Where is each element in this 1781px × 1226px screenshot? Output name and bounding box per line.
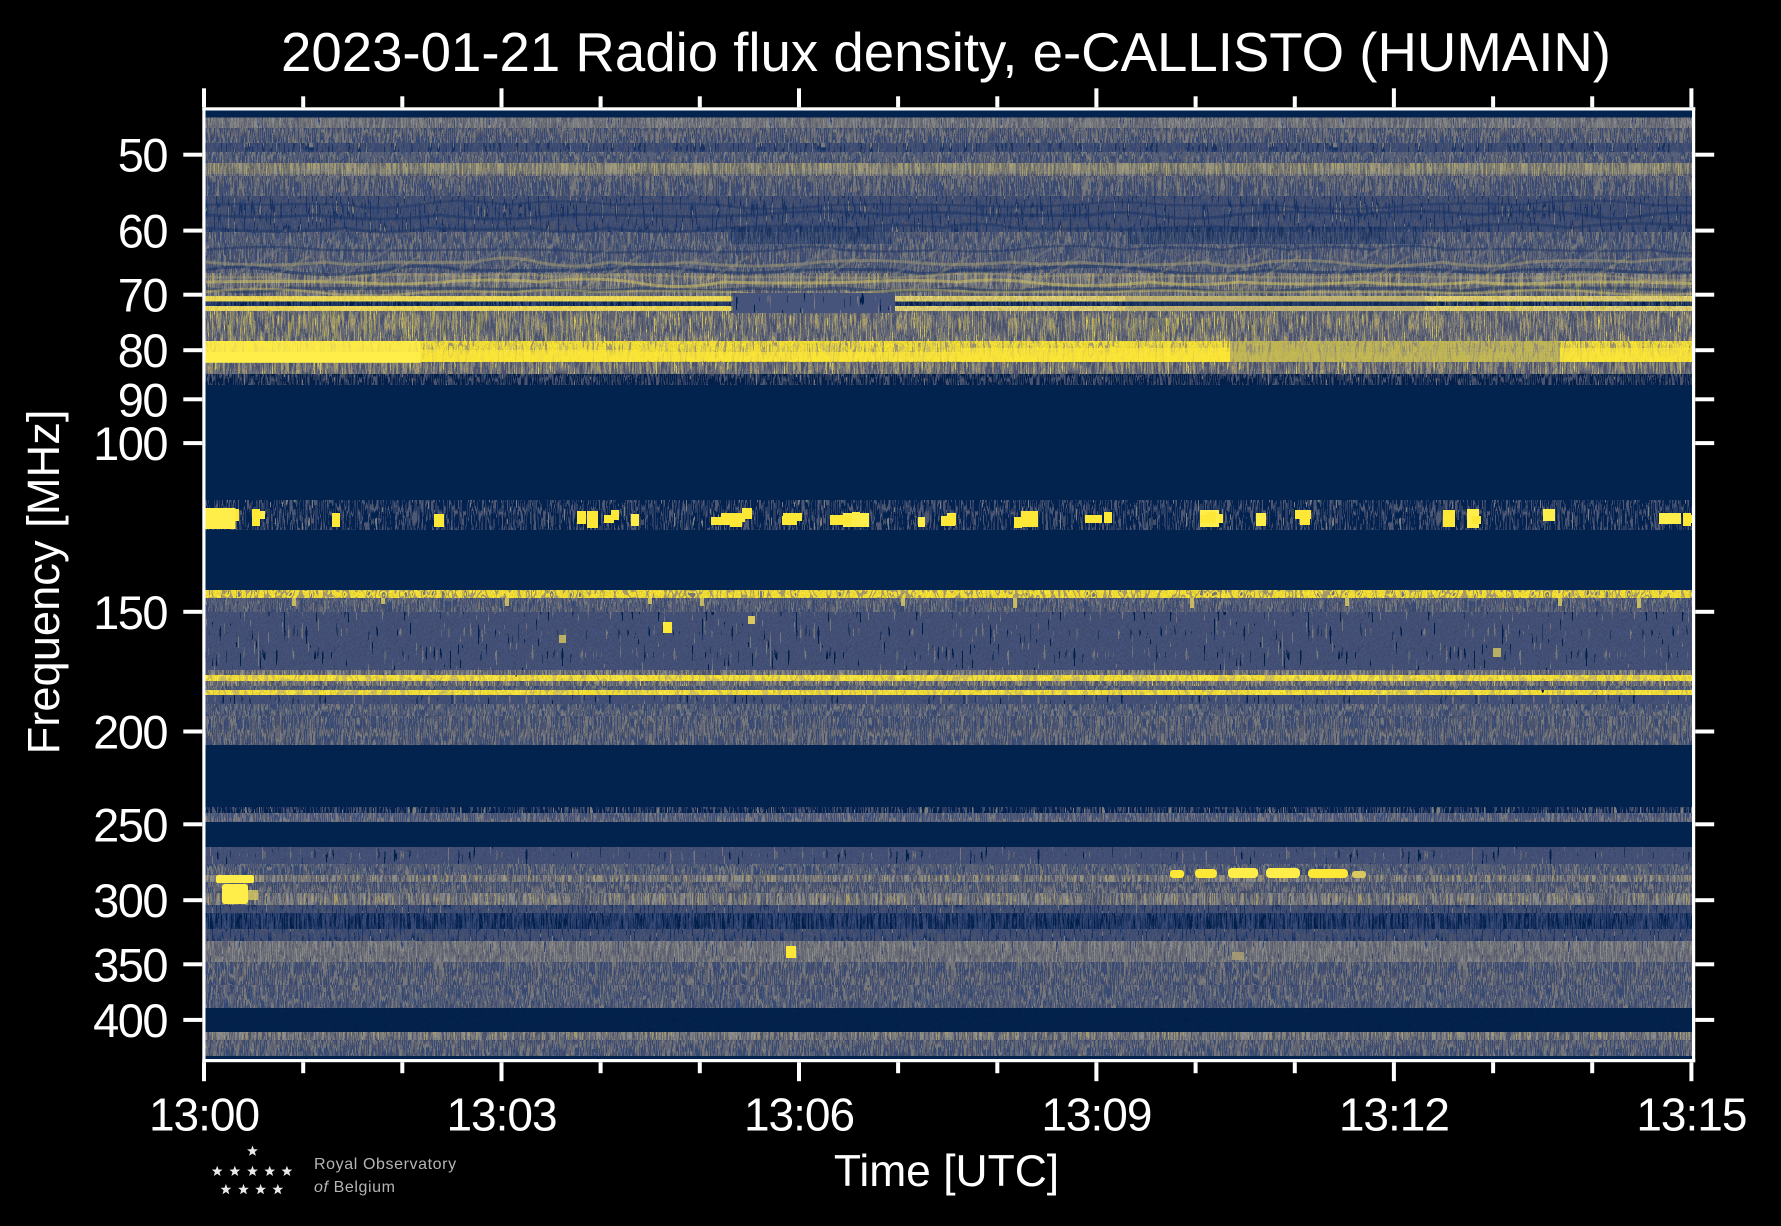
svg-text:350: 350: [93, 938, 167, 991]
svg-text:80: 80: [118, 324, 168, 377]
svg-text:400: 400: [93, 994, 167, 1047]
svg-text:13:06: 13:06: [744, 1089, 854, 1141]
svg-text:50: 50: [118, 129, 168, 182]
svg-text:100: 100: [93, 417, 167, 470]
svg-text:250: 250: [93, 798, 167, 851]
svg-text:70: 70: [118, 269, 168, 322]
svg-text:13:09: 13:09: [1041, 1089, 1151, 1141]
svg-text:Time [UTC]: Time [UTC]: [834, 1147, 1059, 1196]
svg-text:13:12: 13:12: [1339, 1089, 1449, 1141]
svg-text:150: 150: [93, 586, 167, 639]
svg-text:60: 60: [118, 205, 168, 258]
svg-text:13:00: 13:00: [149, 1089, 259, 1141]
svg-text:200: 200: [93, 706, 167, 759]
svg-text:13:03: 13:03: [446, 1089, 556, 1141]
svg-text:Royal Observatory: Royal Observatory: [314, 1156, 457, 1173]
svg-text:of Belgium: of Belgium: [314, 1179, 396, 1196]
svg-text:90: 90: [118, 373, 168, 426]
svg-text:13:15: 13:15: [1636, 1089, 1746, 1141]
svg-text:2023-01-21 Radio flux density,: 2023-01-21 Radio flux density, e-CALLIST…: [281, 22, 1611, 83]
svg-text:300: 300: [93, 874, 167, 927]
svg-text:Frequency [MHz]: Frequency [MHz]: [18, 410, 69, 755]
